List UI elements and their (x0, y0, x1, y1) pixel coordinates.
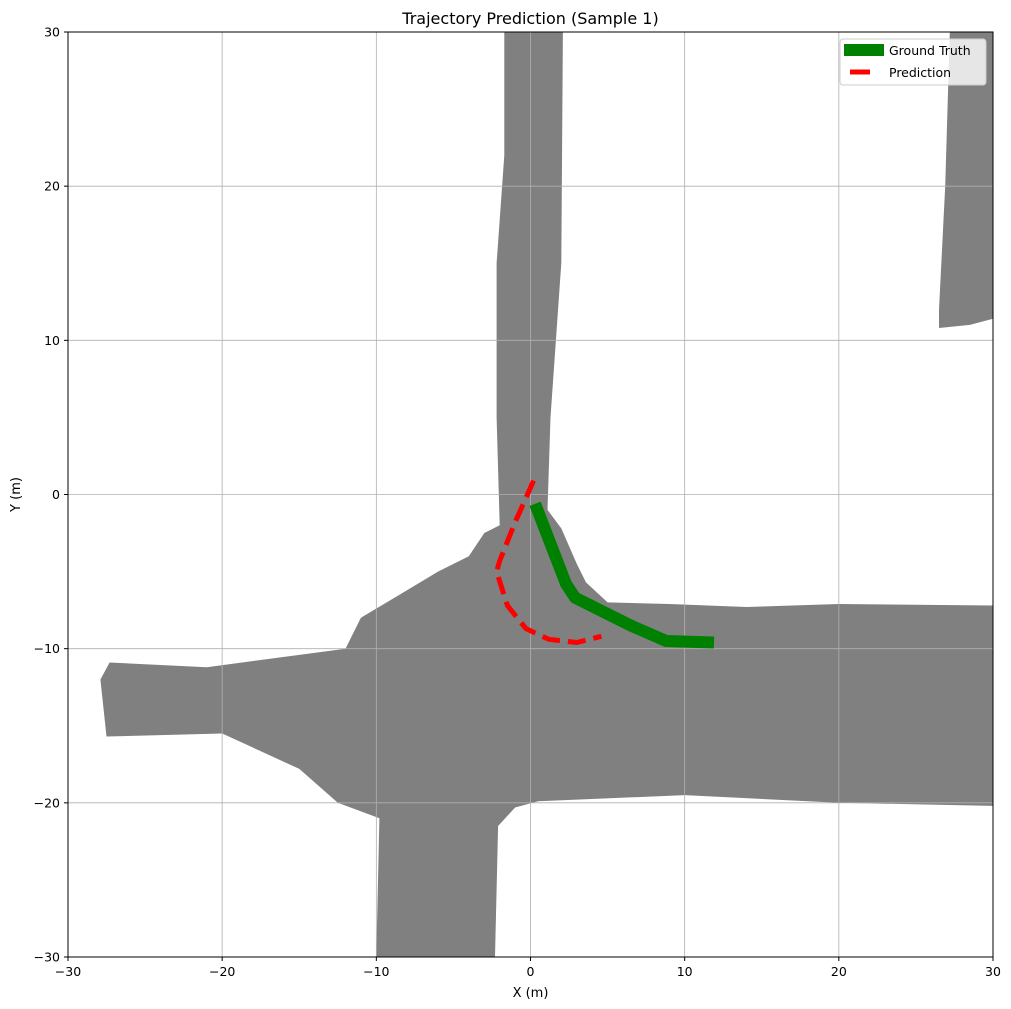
map-region-2 (939, 32, 993, 328)
y-tick-label: 20 (44, 179, 60, 194)
series-line-ground-truth (529, 501, 715, 649)
ticks: −30 −20 −10 0 10 20 30 −30 −20 −10 0 10 20 30 (34, 25, 1001, 980)
legend-label-prediction: Prediction (889, 65, 951, 80)
y-tick-label: −30 (34, 950, 60, 965)
y-tick-label: 10 (44, 333, 60, 348)
y-tick-label: 30 (44, 25, 60, 40)
x-tick-label: −30 (55, 964, 81, 979)
x-axis-label: X (m) (513, 986, 549, 1001)
x-tick-label: 30 (985, 964, 1001, 979)
x-tick-label: 10 (677, 964, 693, 979)
legend: Ground Truth Prediction (839, 38, 987, 86)
legend-label-ground-truth: Ground Truth (889, 43, 971, 58)
y-tick-label: 0 (52, 487, 60, 502)
series-layer (494, 479, 715, 649)
y-tick-label: −10 (34, 641, 60, 656)
series-line-prediction (494, 479, 603, 645)
chart-title: Trajectory Prediction (Sample 1) (401, 9, 658, 28)
y-axis-label: Y (m) (9, 477, 24, 513)
y-tick-label: −20 (34, 795, 60, 810)
x-tick-label: 0 (527, 964, 535, 979)
x-tick-label: −10 (363, 964, 389, 979)
x-tick-label: 20 (831, 964, 847, 979)
x-tick-label: −20 (209, 964, 235, 979)
plot-area (67, 31, 994, 958)
